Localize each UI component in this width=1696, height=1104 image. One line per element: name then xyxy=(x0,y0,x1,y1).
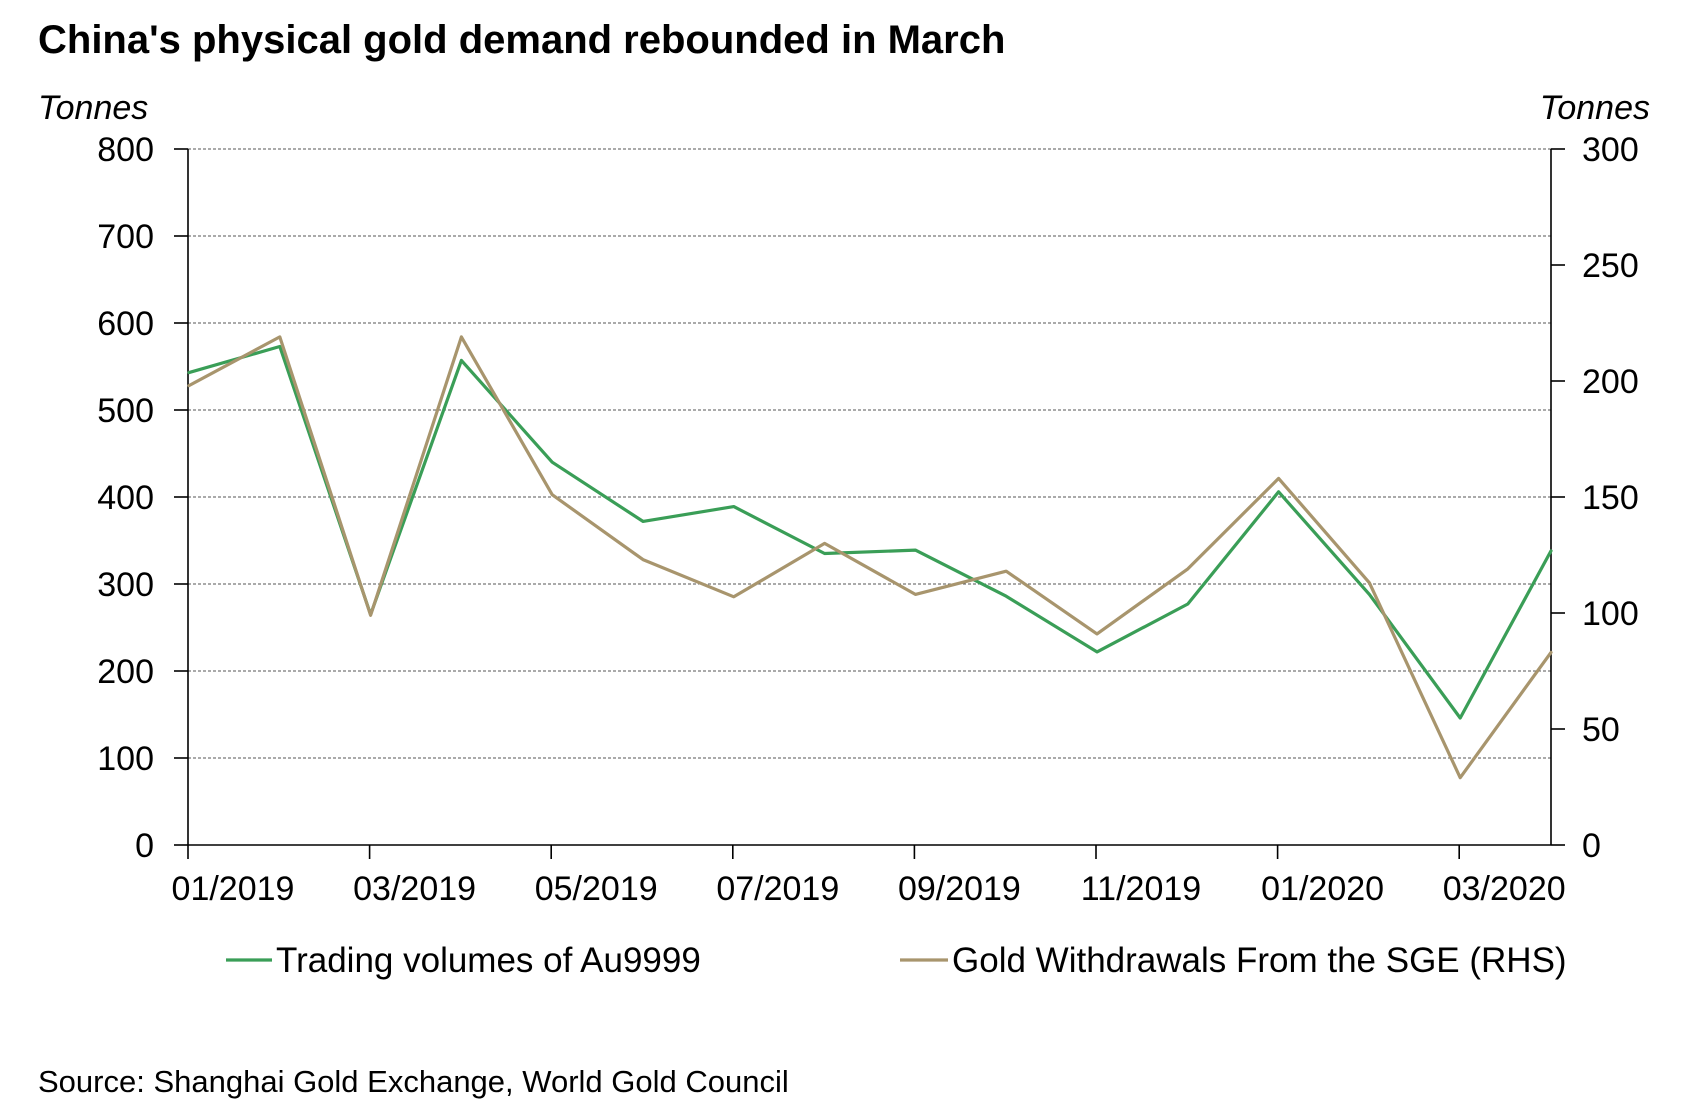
axes xyxy=(174,148,1565,859)
chart-title: China's physical gold demand rebounded i… xyxy=(38,18,1006,62)
tick-labels: 0 100 200 300 400 500 600 700 800 0 50 100 150 200 250… xyxy=(38,89,1650,908)
x-tick-label: 03/2019 xyxy=(353,870,476,908)
series-line-trading-volumes xyxy=(187,344,1553,720)
right-tick-label: 150 xyxy=(1582,479,1639,517)
gridlines xyxy=(188,148,1551,759)
left-tick-label: 300 xyxy=(97,566,154,604)
left-tick-label: 800 xyxy=(97,131,154,169)
right-tick-label: 50 xyxy=(1582,711,1620,749)
source-note: Source: Shanghai Gold Exchange, World Go… xyxy=(38,1064,789,1099)
x-tick-label: 09/2019 xyxy=(898,870,1021,908)
left-tick-label: 200 xyxy=(97,653,154,691)
left-tick-label: 400 xyxy=(97,479,154,517)
left-tick-label: 100 xyxy=(97,740,154,778)
left-tick-label: 0 xyxy=(135,827,154,865)
x-tick-label: 03/2020 xyxy=(1443,870,1566,908)
series-lines xyxy=(187,335,1553,780)
right-tick-label: 0 xyxy=(1582,827,1601,865)
x-tick-label: 11/2019 xyxy=(1081,870,1201,908)
right-tick-label: 250 xyxy=(1582,247,1639,285)
legend-label: Gold Withdrawals From the SGE (RHS) xyxy=(952,941,1567,980)
left-tick-label: 600 xyxy=(97,305,154,343)
right-tick-label: 200 xyxy=(1582,363,1639,401)
right-tick-label: 100 xyxy=(1582,595,1639,633)
series-line-gold-withdrawals xyxy=(187,335,1553,780)
legend-label: Trading volumes of Au9999 xyxy=(276,941,701,980)
right-axis-unit-label: Tonnes xyxy=(1540,89,1650,127)
x-tick-label: 05/2019 xyxy=(535,870,658,908)
x-tick-label: 01/2020 xyxy=(1261,870,1384,908)
legend: Trading volumes of Au9999 Gold Withdrawal… xyxy=(226,941,1567,980)
left-tick-label: 700 xyxy=(97,218,154,256)
left-axis-unit-label: Tonnes xyxy=(38,89,148,127)
left-tick-label: 500 xyxy=(97,392,154,430)
x-tick-label: 01/2019 xyxy=(172,870,295,908)
right-tick-label: 300 xyxy=(1582,131,1639,169)
x-tick-label: 07/2019 xyxy=(716,870,839,908)
